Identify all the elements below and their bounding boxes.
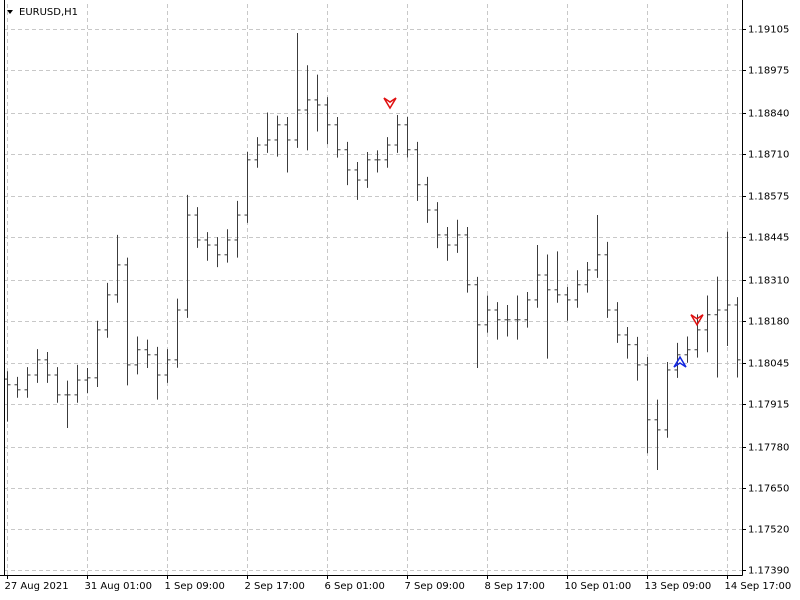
up-arrow xyxy=(673,355,687,368)
x-tick-label: 7 Sep 09:00 xyxy=(405,581,465,592)
x-tick-label: 27 Aug 2021 xyxy=(5,581,69,592)
y-tick-label: 1.18045 xyxy=(748,359,789,370)
y-tick-label: 1.17650 xyxy=(748,484,789,495)
y-tick-label: 1.18310 xyxy=(748,276,789,287)
x-tick-label: 13 Sep 09:00 xyxy=(645,581,712,592)
x-tick-label: 10 Sep 01:00 xyxy=(565,581,632,592)
y-tick-label: 1.19105 xyxy=(748,25,789,36)
y-tick-label: 1.18710 xyxy=(748,150,789,161)
y-tick-label: 1.17520 xyxy=(748,525,789,536)
y-tick-label: 1.18575 xyxy=(748,192,789,203)
chart-title: EURUSD,H1 xyxy=(19,7,78,18)
y-tick-label: 1.18840 xyxy=(748,109,789,120)
y-tick-label: 1.18180 xyxy=(748,317,789,328)
x-tick-label: 8 Sep 17:00 xyxy=(485,581,545,592)
down-arrow xyxy=(383,97,397,110)
x-tick-label: 1 Sep 09:00 xyxy=(165,581,225,592)
y-tick-label: 1.18975 xyxy=(748,66,789,77)
title-dropdown xyxy=(7,10,13,14)
down-arrow xyxy=(690,314,704,327)
x-tick-label: 2 Sep 17:00 xyxy=(245,581,305,592)
bars-layer xyxy=(4,33,741,470)
x-tick-label: 6 Sep 01:00 xyxy=(325,581,385,592)
y-tick-label: 1.17915 xyxy=(748,400,789,411)
x-tick-label: 14 Sep 17:00 xyxy=(725,581,792,592)
y-tick-label: 1.18445 xyxy=(748,233,789,244)
x-tick-label: 31 Aug 01:00 xyxy=(85,581,152,592)
y-tick-label: 1.17390 xyxy=(748,566,789,577)
y-tick-label: 1.17780 xyxy=(748,443,789,454)
